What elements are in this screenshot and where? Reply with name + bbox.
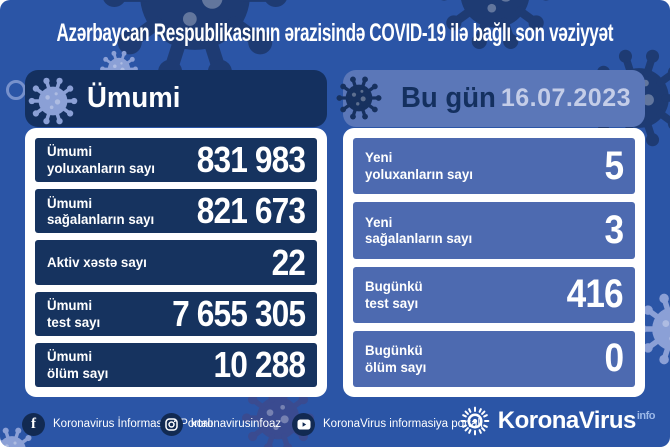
instagram-icon xyxy=(160,412,183,436)
stat-label-line1: Aktiv xəstə sayı xyxy=(47,254,147,271)
stat-value: 22 xyxy=(271,241,306,283)
brand-name: KoronaVirus xyxy=(497,407,637,434)
stat-row-today-deaths: Bugünkü ölüm sayı 0 xyxy=(353,330,635,387)
stat-row-total-tests: Ümumi test sayı 7 655 305 xyxy=(35,291,317,336)
brand-suffix: info xyxy=(636,410,656,422)
stat-label-line2: ölüm sayı xyxy=(365,358,427,375)
stat-label: Aktiv xəstə sayı xyxy=(47,254,147,271)
stat-label: Yeni yoluxanların sayı xyxy=(365,149,473,183)
stat-label-line2: sağalanların sayı xyxy=(47,211,155,228)
stat-row-new-infected: Yeni yoluxanların sayı 5 xyxy=(353,138,635,195)
stat-row-total-deaths: Ümumi ölüm sayı 10 288 xyxy=(35,342,317,388)
circle-decoration xyxy=(6,80,26,100)
stat-value: 821 673 xyxy=(196,190,306,232)
stat-label-line1: Ümumi xyxy=(47,348,93,365)
stat-label-line1: Ümumi xyxy=(47,143,93,160)
stat-row-active-cases: Aktiv xəstə sayı 22 xyxy=(35,240,317,285)
section-umumi-title: Ümumi xyxy=(87,82,181,114)
stat-row-today-tests: Bugünkü test sayı 416 xyxy=(353,266,635,323)
stat-label-line1: Bugünkü xyxy=(365,277,423,294)
stat-value: 3 xyxy=(604,207,624,252)
youtube-label: KoronaVirus informasiya portalı xyxy=(323,418,484,430)
stat-value: 416 xyxy=(566,272,624,317)
instagram-label: koronavirusinfoaz xyxy=(191,418,282,430)
header: Azərbaycan Respublikasının ərazisində CO… xyxy=(10,6,660,60)
stat-label-line2: test sayı xyxy=(47,313,101,330)
stat-label-line2: yoluxanların sayı xyxy=(365,166,473,183)
stat-label-line1: Ümumi xyxy=(47,194,93,211)
stat-row-new-recovered: Yeni sağalanların sayı 3 xyxy=(353,202,635,259)
section-bugun-header: Bu gün 16.07.2023 xyxy=(343,70,645,127)
stat-label-line1: Yeni xyxy=(365,149,393,166)
stat-value: 10 288 xyxy=(213,343,305,385)
youtube-icon xyxy=(292,412,315,436)
stat-label-line2: sağalanların sayı xyxy=(365,230,473,247)
stat-value: 831 983 xyxy=(196,139,306,181)
section-umumi-header: Ümumi xyxy=(25,70,327,127)
stat-row-total-recovered: Ümumi sağalanların sayı 821 673 xyxy=(35,189,317,234)
brand-logo: KoronaVirusinfo xyxy=(460,406,656,436)
stat-label: Ümumi sağalanların sayı xyxy=(47,195,154,229)
stat-label: Bugünkü test sayı xyxy=(365,278,423,312)
stat-label: Ümumi ölüm sayı xyxy=(47,348,108,382)
page-title: Azərbaycan Respublikasının ərazisində CO… xyxy=(56,18,614,47)
stat-label: Ümumi yoluxanların sayı xyxy=(47,143,155,177)
stat-label-line2: test sayı xyxy=(365,294,419,311)
stat-value: 7 655 305 xyxy=(171,292,306,334)
stat-label: Bugünkü ölüm sayı xyxy=(365,342,426,376)
umumi-stats-panel: Ümumi yoluxanların sayı 831 983 Ümumi sa… xyxy=(25,128,327,397)
stat-label-line1: Bugünkü xyxy=(365,342,423,359)
report-date: 16.07.2023 xyxy=(500,84,631,112)
stat-value: 5 xyxy=(604,143,624,188)
stat-row-total-infected: Ümumi yoluxanların sayı 831 983 xyxy=(35,138,317,183)
stat-label: Ümumi test sayı xyxy=(47,297,100,331)
instagram-link: koronavirusinfoaz xyxy=(160,411,281,437)
stat-label-line1: Ümumi xyxy=(47,296,93,313)
stat-value: 0 xyxy=(604,336,624,381)
stat-label-line2: ölüm sayı xyxy=(47,364,109,381)
stat-label-line2: yoluxanların sayı xyxy=(47,160,155,177)
section-bugun-title: Bu gün xyxy=(401,82,496,114)
stat-label: Yeni sağalanların sayı xyxy=(365,214,472,248)
bugun-stats-panel: Yeni yoluxanların sayı 5 Yeni sağalanlar… xyxy=(343,128,645,397)
stat-label-line1: Yeni xyxy=(365,213,393,230)
facebook-icon: f xyxy=(22,412,45,436)
youtube-link: KoronaVirus informasiya portalı xyxy=(292,411,483,437)
brand-virus-icon xyxy=(460,406,490,436)
